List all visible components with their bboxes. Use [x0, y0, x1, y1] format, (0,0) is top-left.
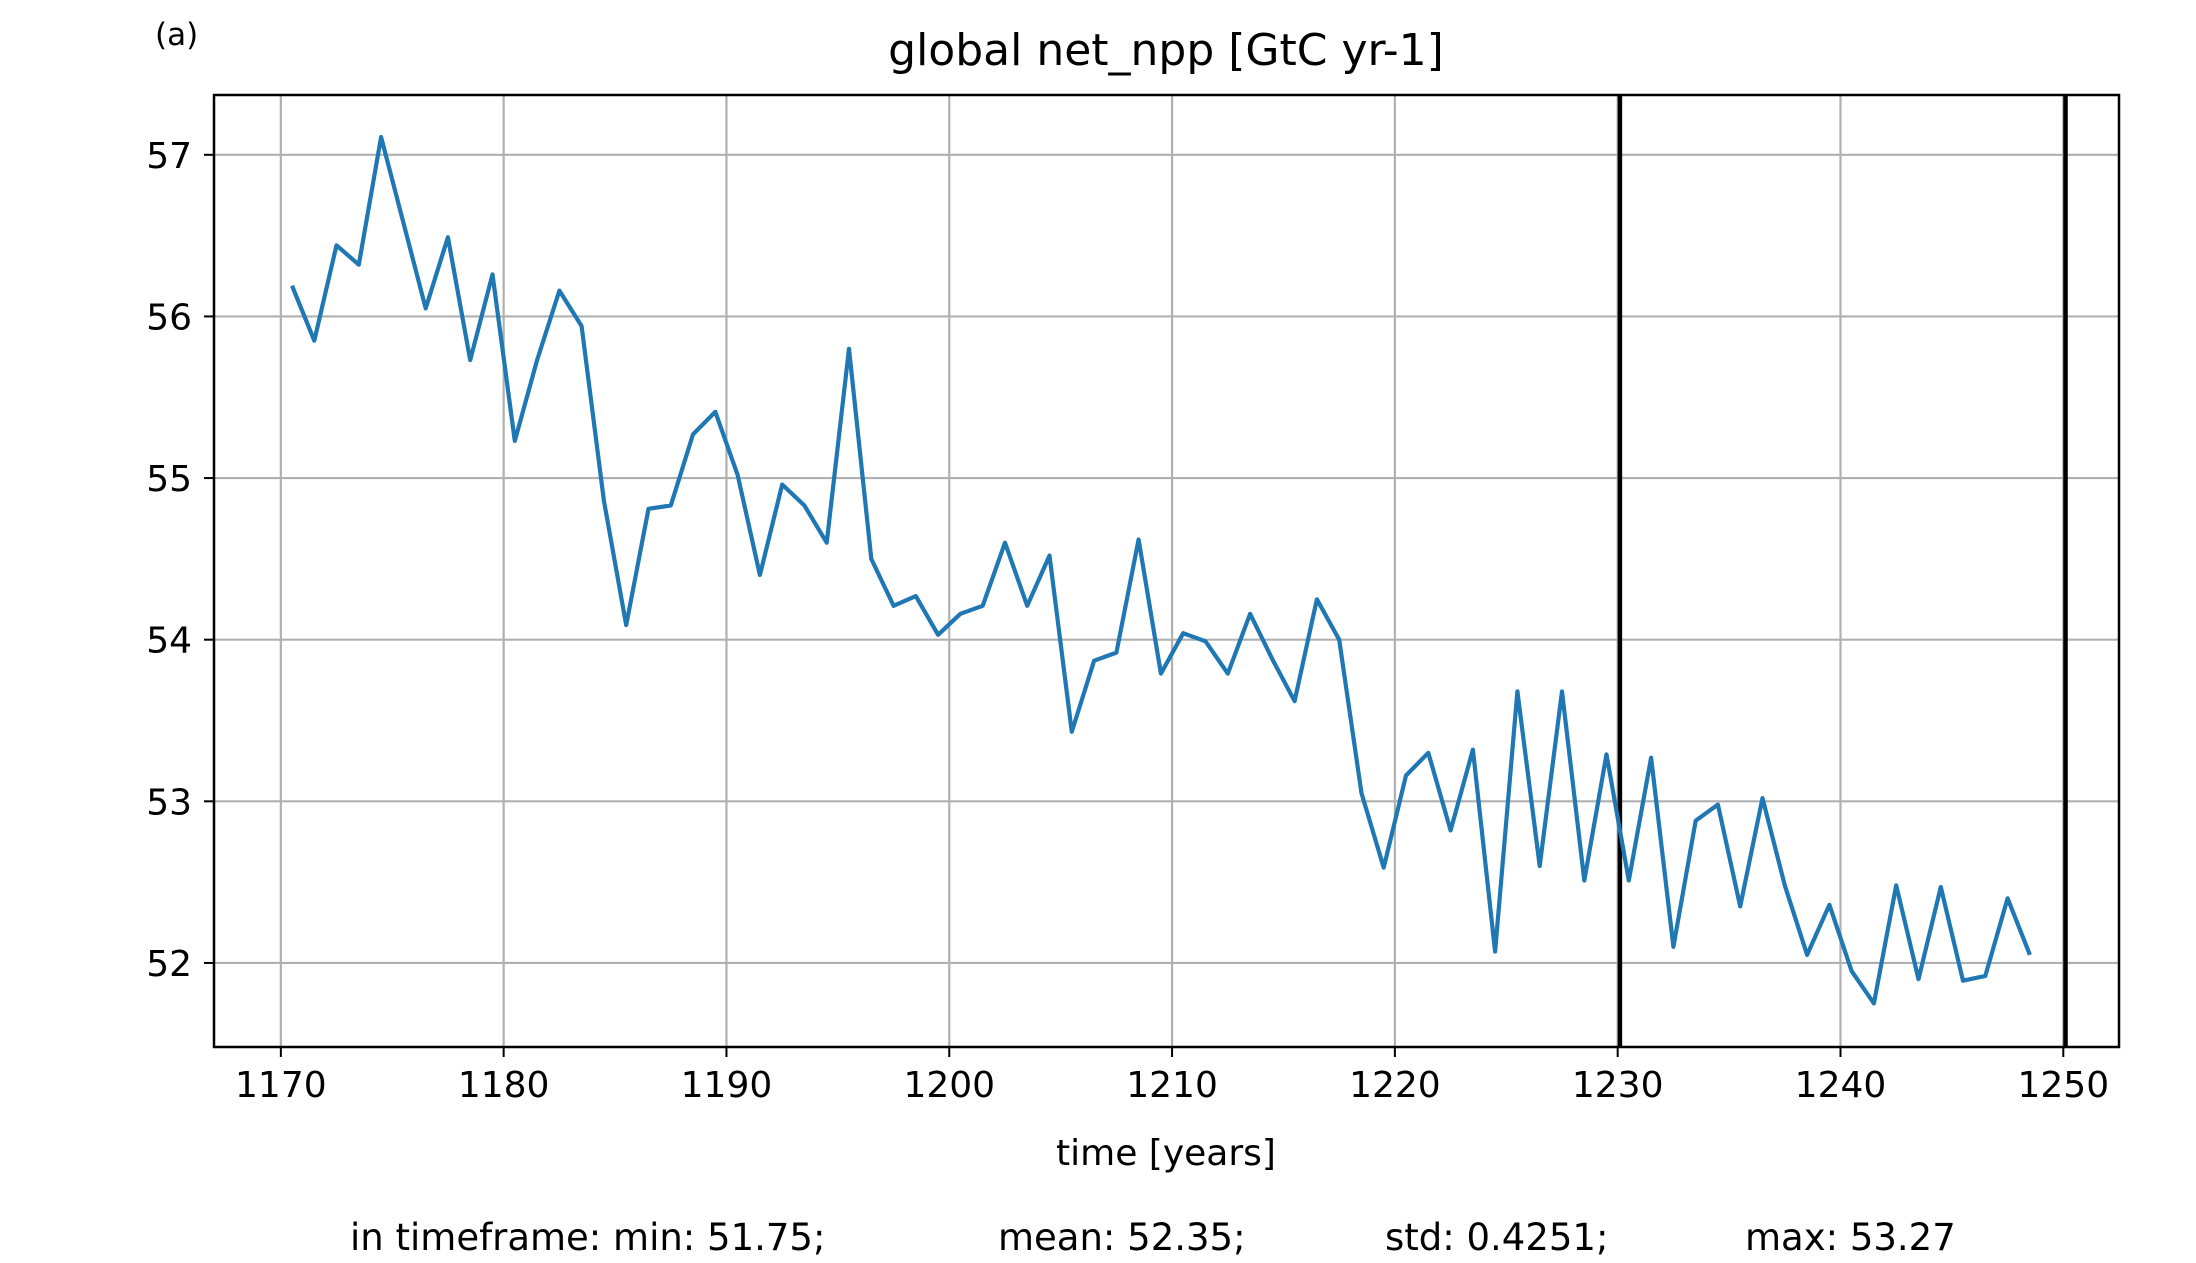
x-tick-label: 1220	[1349, 1065, 1441, 1106]
timeframe-markers	[1617, 95, 2068, 1047]
x-tick-label: 1170	[235, 1065, 327, 1106]
y-tick-label: 55	[146, 459, 192, 500]
stat-max: max: 53.27	[1745, 1216, 1956, 1259]
x-tick-label: 1250	[2017, 1065, 2109, 1106]
y-tick-label: 53	[146, 782, 192, 823]
stats-line: in timeframe: min: 51.75; mean: 52.35; s…	[350, 1216, 1956, 1259]
grid-lines	[214, 95, 2119, 1047]
chart-title: global net_npp [GtC yr-1]	[888, 25, 1444, 76]
x-axis-label: time [years]	[1056, 1133, 1276, 1174]
stat-std: std: 0.4251;	[1385, 1216, 1608, 1259]
x-tick-label: 1200	[903, 1065, 995, 1106]
series-line	[290, 134, 2032, 1006]
stat-min: in timeframe: min: 51.75;	[350, 1216, 825, 1259]
y-tick-label: 52	[146, 944, 192, 985]
plot-frame	[212, 93, 2121, 1049]
y-tick-label: 54	[146, 621, 192, 662]
series-layer	[290, 134, 2032, 1006]
axis-ticks: 1170 1180 1190 1200 1210 1220 1230 1240 1250 52 53…	[146, 136, 2109, 1106]
panel-label: (a)	[155, 17, 198, 53]
x-tick-label: 1230	[1572, 1065, 1664, 1106]
y-tick-label: 57	[146, 136, 192, 177]
stat-mean: mean: 52.35;	[998, 1216, 1246, 1259]
x-tick-label: 1240	[1795, 1065, 1887, 1106]
x-tick-label: 1180	[458, 1065, 550, 1106]
x-tick-label: 1190	[681, 1065, 773, 1106]
y-tick-label: 56	[146, 297, 192, 338]
x-tick-label: 1210	[1126, 1065, 1218, 1106]
